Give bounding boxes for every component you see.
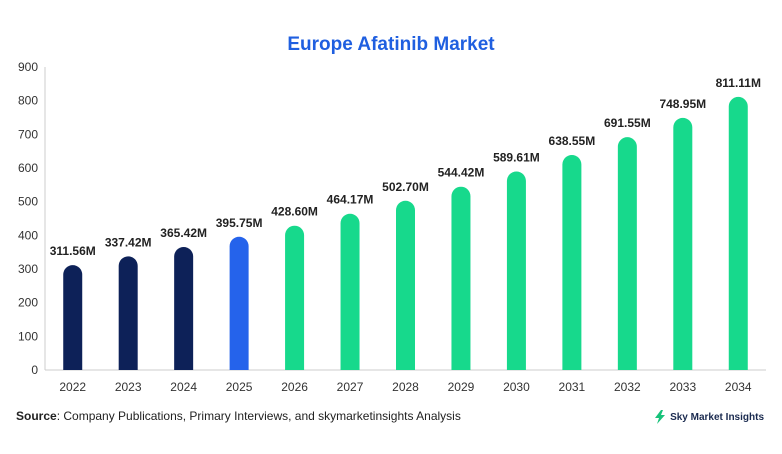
x-tick-label: 2023 xyxy=(115,380,142,394)
bar-2025 xyxy=(229,236,249,370)
x-tick-label: 2026 xyxy=(281,380,308,394)
data-label-2032: 691.55M xyxy=(604,116,651,130)
bar-2030 xyxy=(506,171,526,370)
data-label-2029: 544.42M xyxy=(438,166,485,180)
chart-labels: 311.56M 2022 337.42M 2023 365.42M 2024 395.75M… xyxy=(50,76,761,394)
x-tick-label: 2025 xyxy=(226,380,253,394)
source-note: Source: Company Publications, Primary In… xyxy=(16,409,461,423)
y-tick-label: 900 xyxy=(18,60,38,74)
data-label-2033: 748.95M xyxy=(659,97,706,111)
x-tick-label: 2033 xyxy=(669,380,696,394)
bar-2023 xyxy=(118,256,138,370)
y-tick-label: 600 xyxy=(18,161,38,175)
y-tick-label: 500 xyxy=(18,195,38,209)
x-tick-label: 2022 xyxy=(59,380,86,394)
bar-2024 xyxy=(174,246,194,370)
lightning-bolt-icon xyxy=(655,410,666,424)
x-tick-label: 2034 xyxy=(725,380,752,394)
y-tick-label: 0 xyxy=(31,363,38,377)
bar-2026 xyxy=(285,225,305,370)
y-tick-label: 400 xyxy=(18,228,38,242)
bar-2029 xyxy=(451,186,471,370)
x-tick-label: 2029 xyxy=(448,380,475,394)
y-tick-label: 800 xyxy=(18,94,38,108)
y-tick-label: 300 xyxy=(18,262,38,276)
x-tick-label: 2030 xyxy=(503,380,530,394)
data-label-2028: 502.70M xyxy=(382,180,429,194)
data-label-2026: 428.60M xyxy=(271,205,318,219)
data-label-2022: 311.56M xyxy=(50,244,96,258)
bar-2022 xyxy=(63,265,83,370)
bar-2034 xyxy=(728,96,748,370)
chart-title: Europe Afatinib Market xyxy=(287,34,495,55)
data-label-2025: 395.75M xyxy=(216,216,263,230)
brand-logo: Sky Market Insights xyxy=(654,410,764,424)
data-label-2031: 638.55M xyxy=(549,134,596,148)
x-tick-label: 2024 xyxy=(170,380,197,394)
x-tick-label: 2031 xyxy=(559,380,586,394)
bar-2031 xyxy=(562,155,582,370)
x-tick-label: 2027 xyxy=(337,380,364,394)
y-tick-label: 200 xyxy=(18,296,38,310)
bar-2027 xyxy=(340,213,360,370)
bar-2028 xyxy=(396,200,415,370)
data-label-2027: 464.17M xyxy=(327,193,374,207)
x-tick-label: 2028 xyxy=(392,380,419,394)
data-label-2034: 811.11M xyxy=(716,76,761,90)
chart-bars xyxy=(63,96,748,370)
brand-name: Sky Market Insights xyxy=(670,411,764,423)
source-text: : Company Publications, Primary Intervie… xyxy=(56,409,461,423)
y-tick-label: 700 xyxy=(18,127,38,141)
bar-2033 xyxy=(673,117,693,370)
data-label-2023: 337.42M xyxy=(105,235,152,249)
bar-2032 xyxy=(617,137,637,370)
data-label-2024: 365.42M xyxy=(160,226,207,240)
data-label-2030: 589.61M xyxy=(493,150,540,164)
x-tick-label: 2032 xyxy=(614,380,641,394)
source-label: Source xyxy=(16,409,57,423)
y-tick-label: 100 xyxy=(18,329,38,343)
